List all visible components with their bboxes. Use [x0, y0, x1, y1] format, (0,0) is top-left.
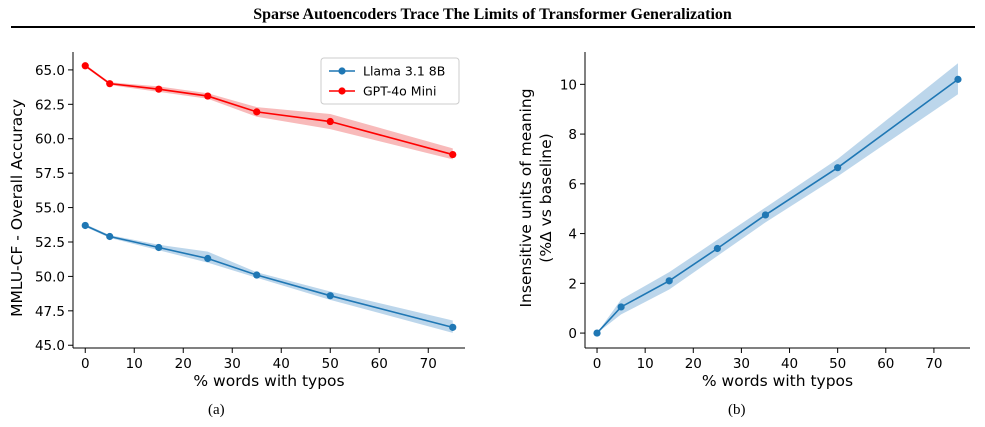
data-point [449, 150, 457, 159]
data-point [761, 211, 770, 219]
data-point [593, 329, 601, 337]
x-tick-label: 70 [925, 356, 942, 372]
y-tick-label: 0 [568, 326, 577, 342]
x-tick-label: 20 [685, 356, 702, 372]
data-point [834, 164, 842, 172]
data-point [106, 232, 114, 241]
data-point [81, 62, 89, 70]
page-header-title: Sparse Autoencoders Trace The Limits of … [253, 6, 732, 23]
data-point [665, 277, 673, 285]
data-point [617, 303, 625, 311]
legend-swatch-marker [338, 87, 346, 95]
data-point [106, 80, 114, 88]
x-tick-label: 10 [637, 356, 654, 372]
y-tick-label: 2 [568, 276, 577, 292]
y-tick-label: 52.5 [35, 235, 65, 251]
caption-b: (b) [728, 402, 746, 418]
legend: Llama 3.1 8B GPT-4o Mini [320, 57, 460, 105]
x-tick-label: 50 [322, 356, 339, 372]
x-axis-label: % words with typos [702, 372, 853, 390]
x-tick-label: 10 [126, 356, 143, 372]
x-axis-label: % words with typos [193, 372, 344, 390]
y-tick-label: 45.0 [35, 338, 65, 354]
y-tick-label: 57.5 [35, 166, 65, 182]
data-point [155, 85, 163, 93]
y-tick-label: 47.5 [35, 304, 65, 320]
x-tick-label: 30 [733, 356, 750, 372]
y-axis-label: Insensitive units of meaning [517, 88, 535, 307]
x-tick-label: 60 [877, 356, 894, 372]
data-point [253, 271, 261, 279]
header-rule [11, 26, 975, 28]
x-tick-label: 50 [829, 356, 846, 372]
data-point [204, 254, 212, 263]
data-point [326, 292, 334, 300]
confidence-band [85, 64, 453, 160]
x-tick-label: 0 [593, 356, 602, 372]
y-tick-label: 62.5 [35, 97, 65, 113]
y-tick-label: 4 [568, 227, 577, 243]
legend-entry: Llama 3.1 8B [363, 64, 445, 79]
caption-a: (a) [208, 402, 225, 418]
x-tick-label: 60 [371, 356, 388, 372]
y-axis-label: (%Δ vs baseline) [537, 133, 555, 262]
data-point [326, 117, 334, 126]
x-tick-label: 0 [81, 356, 90, 372]
data-point [954, 75, 962, 83]
data-point [713, 244, 721, 253]
confidence-band [597, 63, 958, 334]
data-point [253, 108, 261, 116]
x-tick-label: 40 [781, 356, 798, 372]
y-tick-label: 50.0 [35, 269, 65, 285]
y-tick-label: 65.0 [35, 63, 65, 79]
legend-entry: GPT-4o Mini [363, 84, 436, 99]
legend-swatch-marker [338, 67, 346, 75]
y-tick-label: 60.0 [35, 132, 65, 148]
chart-panel-b: 0 10 20 30 40 50 60 70 0 2 4 6 8 10 % words with typos… [517, 52, 970, 390]
data-point [155, 243, 163, 252]
y-tick-label: 8 [568, 127, 577, 143]
legend-box [320, 57, 460, 105]
y-axis-label: MMLU-CF - Overall Accuracy [8, 99, 26, 317]
y-tick-label: 55.0 [35, 201, 65, 217]
x-tick-label: 30 [224, 356, 241, 372]
x-tick-label: 70 [420, 356, 437, 372]
y-tick-label: 6 [568, 177, 577, 193]
chart-panel-a: 0 10 20 30 40 50 60 70 45.0 47.5 50.0 52.5 55.0 57.5 6… [8, 52, 465, 390]
data-point [449, 323, 457, 331]
y-tick-label: 10 [560, 77, 577, 93]
x-tick-label: 40 [273, 356, 290, 372]
data-point [204, 92, 212, 100]
x-tick-label: 20 [175, 356, 192, 372]
data-point [81, 221, 89, 230]
